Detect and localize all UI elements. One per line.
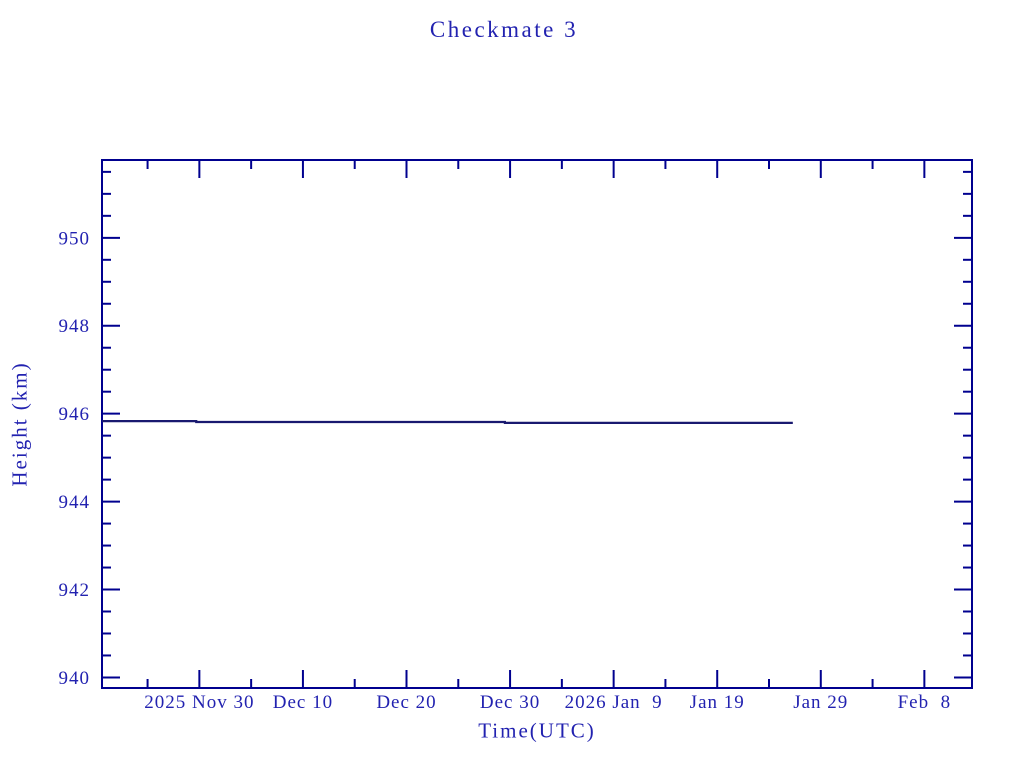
height-data-line <box>102 420 793 425</box>
plot-box <box>101 159 973 689</box>
x-tick-label: Dec 10 <box>273 692 333 713</box>
x-tick-label: 2026 Jan 9 <box>565 692 663 713</box>
y-axis-title: Height (km) <box>7 361 32 487</box>
x-tick-label: 2025 Nov 30 <box>144 692 254 713</box>
x-tick-label: Dec 20 <box>376 692 436 713</box>
x-tick-label: Jan 29 <box>793 692 848 713</box>
y-tick-label: 942 <box>59 580 91 601</box>
y-tick-label: 946 <box>59 404 91 425</box>
x-tick-label: Dec 30 <box>480 692 540 713</box>
x-tick-label: Jan 19 <box>690 692 745 713</box>
y-tick-label: 948 <box>59 316 91 337</box>
x-axis-title: Time(UTC) <box>478 718 596 743</box>
y-tick-label: 950 <box>59 228 91 249</box>
x-tick-label: Feb 8 <box>898 692 952 713</box>
y-tick-label: 940 <box>59 668 91 689</box>
y-tick-label: 944 <box>59 492 91 513</box>
chart-title: Checkmate 3 <box>429 17 579 42</box>
